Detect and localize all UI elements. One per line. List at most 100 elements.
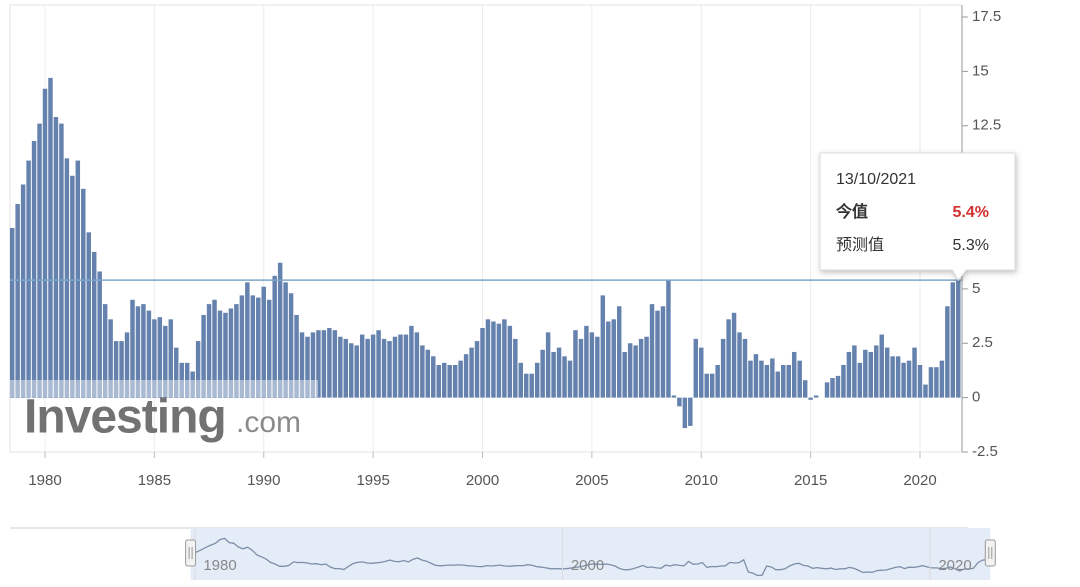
- bar: [15, 204, 20, 398]
- bar: [627, 343, 633, 398]
- bar: [321, 330, 327, 398]
- bar: [578, 338, 584, 398]
- bar: [217, 310, 223, 398]
- bar: [770, 358, 775, 398]
- bar: [436, 365, 441, 398]
- bar: [261, 286, 266, 398]
- bar: [474, 341, 480, 398]
- bar: [20, 184, 26, 398]
- bar: [584, 325, 589, 398]
- navigator-selection: [190, 528, 991, 580]
- bar: [709, 373, 715, 398]
- bar: [830, 378, 835, 398]
- bar: [431, 356, 436, 398]
- bar: [824, 382, 830, 398]
- bar: [649, 304, 655, 398]
- bar: [75, 160, 81, 398]
- bar: [939, 360, 945, 398]
- bar: [141, 304, 146, 398]
- y-tick-label: 2.5: [972, 334, 993, 351]
- bar: [414, 332, 420, 398]
- bar: [480, 328, 485, 398]
- bar: [48, 77, 53, 398]
- bar: [409, 325, 414, 398]
- y-tick-label: 12.5: [972, 117, 1001, 134]
- bar: [868, 351, 874, 398]
- bar: [113, 341, 119, 398]
- bar: [403, 334, 409, 398]
- bar: [786, 365, 791, 398]
- bar: [917, 365, 923, 398]
- bar: [737, 332, 742, 398]
- bar: [250, 295, 256, 398]
- bar: [775, 371, 781, 398]
- navigator-tick-label: 2020: [938, 557, 971, 574]
- bar: [682, 397, 688, 429]
- bar: [9, 227, 15, 398]
- bar: [452, 365, 458, 398]
- bar: [874, 345, 879, 398]
- bar: [381, 338, 387, 398]
- bar: [272, 275, 277, 398]
- navigator-tick-label: 1980: [203, 557, 236, 574]
- bar: [376, 330, 381, 398]
- bar: [31, 140, 37, 398]
- bar: [841, 365, 846, 398]
- bar: [753, 354, 759, 398]
- bar: [890, 356, 895, 398]
- bar: [392, 336, 398, 398]
- bar: [764, 365, 770, 398]
- bar: [699, 347, 704, 398]
- bar: [190, 371, 195, 398]
- bar: [338, 336, 343, 398]
- bar: [562, 356, 567, 398]
- bar: [742, 338, 748, 398]
- bar: [945, 306, 950, 398]
- bar: [463, 354, 469, 398]
- bar: [195, 341, 201, 398]
- bar: [606, 321, 611, 398]
- bar: [797, 360, 802, 398]
- bar: [644, 336, 649, 398]
- bar: [688, 397, 693, 426]
- bar: [239, 295, 245, 398]
- x-tick-label: 2010: [685, 472, 718, 489]
- bar: [513, 338, 518, 398]
- bar: [447, 365, 452, 398]
- bar: [223, 312, 228, 398]
- bar: [496, 323, 502, 398]
- bar: [863, 349, 868, 398]
- bar: [693, 338, 699, 398]
- bar: [283, 282, 288, 398]
- bar: [633, 345, 638, 398]
- bar: [245, 282, 250, 398]
- bar: [86, 232, 91, 398]
- bar: [491, 321, 496, 398]
- bar: [163, 325, 168, 398]
- bar: [102, 304, 108, 398]
- tooltip-actual-label: 今值: [835, 202, 868, 221]
- bar: [857, 362, 863, 398]
- bar: [81, 188, 86, 398]
- x-tick-label: 2020: [903, 472, 936, 489]
- bar: [349, 343, 354, 398]
- bar: [256, 297, 261, 398]
- bar: [666, 280, 671, 398]
- bar: [305, 336, 310, 398]
- bar: [201, 314, 206, 398]
- bar: [540, 349, 545, 398]
- bar: [595, 336, 600, 398]
- bar: [420, 345, 425, 398]
- bar: [720, 338, 726, 398]
- bar: [884, 347, 890, 398]
- bar: [901, 362, 906, 398]
- tooltip-forecast: 5.3%: [953, 237, 989, 254]
- bar: [529, 373, 534, 398]
- bar: [64, 158, 70, 398]
- navigator-handle: [185, 539, 197, 567]
- bar: [518, 362, 524, 398]
- bar: [808, 397, 813, 400]
- x-tick-label: 1995: [356, 472, 389, 489]
- bar: [359, 334, 365, 398]
